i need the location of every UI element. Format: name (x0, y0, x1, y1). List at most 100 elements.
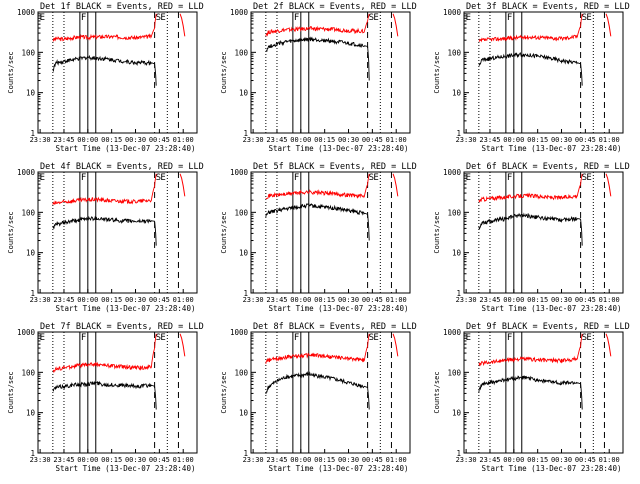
x-tick-label: 00:45 (575, 296, 596, 304)
x-tick-label: 01:00 (386, 136, 407, 144)
y-tick-label: 1000 (17, 168, 36, 177)
y-tick-label: 10 (239, 89, 249, 98)
x-tick-label: 01:00 (599, 136, 620, 144)
x-axis-label: Start Time (13-Dec-07 23:28:40) (269, 144, 409, 153)
y-tick-label: 1000 (443, 328, 462, 337)
y-tick-label: 100 (234, 368, 248, 377)
y-axis-label: Counts/sec (433, 371, 441, 413)
marker-letter: S (369, 333, 374, 343)
detector-panel-8: Det 8f BLACK = Events, RED = LLD 1 10 100 10… (213, 320, 426, 484)
y-tick-label: 1000 (230, 8, 249, 17)
y-tick-label: 10 (26, 249, 36, 258)
x-tick-label: 00:30 (338, 296, 359, 304)
marker-letter: E (373, 333, 378, 343)
series-line-lld-tail (179, 173, 186, 197)
chart-title: Det 1f BLACK = Events, RED = LLD (40, 2, 204, 12)
x-tick-label: 23:30 (456, 296, 477, 304)
x-tick-label: 23:30 (456, 456, 477, 464)
y-tick-label: 100 (21, 208, 35, 217)
y-tick-label: 1 (456, 449, 461, 458)
chart-svg: Det 1f BLACK = Events, RED = LLD 1 10 100 10… (7, 2, 204, 153)
y-tick-label: 1000 (17, 328, 36, 337)
x-axis-label: Start Time (13-Dec-07 23:28:40) (56, 304, 196, 313)
x-tick-label: 00:30 (125, 296, 146, 304)
marker-letter: E (586, 173, 591, 183)
chart-title: Det 7f BLACK = Events, RED = LLD (40, 322, 204, 332)
x-tick-label: 00:30 (125, 456, 146, 464)
marker-letter: F (507, 173, 512, 183)
series-line-lld (265, 333, 370, 364)
series-line-lld-tail (605, 13, 612, 37)
y-axis-label: Counts/sec (7, 51, 15, 93)
marker-letter: F (507, 333, 512, 343)
x-tick-label: 00:30 (338, 456, 359, 464)
marker-letter: E (40, 13, 45, 23)
x-tick-label: 00:45 (149, 136, 170, 144)
y-axis-label: Counts/sec (220, 371, 228, 413)
x-tick-label: 23:30 (243, 136, 264, 144)
series-line-lld-tail (392, 333, 399, 357)
x-tick-label: 00:15 (314, 136, 335, 144)
y-tick-label: 100 (21, 48, 35, 57)
marker-letter: S (582, 173, 587, 183)
series-line-lld-tail (605, 173, 612, 197)
marker-letter: E (40, 173, 45, 183)
series-line-lld (265, 13, 370, 37)
x-tick-label: 00:30 (551, 296, 572, 304)
y-tick-label: 10 (26, 409, 36, 418)
y-tick-label: 10 (239, 249, 249, 258)
y-tick-label: 10 (452, 409, 462, 418)
y-tick-label: 1000 (17, 8, 36, 17)
series-line-lld-tail (392, 13, 399, 37)
marker-letter: E (160, 13, 165, 23)
y-axis-label: Counts/sec (433, 211, 441, 253)
x-tick-label: 00:30 (338, 136, 359, 144)
x-tick-label: 00:15 (314, 296, 335, 304)
marker-letter: F (81, 333, 86, 343)
marker-letter: F (81, 13, 86, 23)
chart-svg: Det 2f BLACK = Events, RED = LLD 1 10 100 10… (220, 2, 417, 153)
series-line-lld-tail (179, 333, 186, 357)
chart-svg: Det 9f BLACK = Events, RED = LLD 1 10 100 10… (433, 322, 630, 473)
x-tick-label: 23:45 (479, 296, 500, 304)
detector-panel-4: Det 4f BLACK = Events, RED = LLD 1 10 100 10… (0, 160, 213, 324)
x-tick-label: 00:00 (503, 456, 524, 464)
x-tick-label: 00:45 (149, 456, 170, 464)
x-axis-label: Start Time (13-Dec-07 23:28:40) (482, 144, 622, 153)
y-tick-label: 1 (243, 289, 248, 298)
y-axis-label: Counts/sec (7, 371, 15, 413)
y-tick-label: 1 (456, 129, 461, 138)
y-axis-label: Counts/sec (220, 51, 228, 93)
y-tick-label: 1000 (443, 8, 462, 17)
axes-frame (463, 11, 624, 134)
x-tick-label: 00:00 (503, 296, 524, 304)
x-tick-label: 23:45 (53, 296, 74, 304)
series-line-events (265, 36, 370, 81)
x-tick-label: 23:30 (456, 136, 477, 144)
x-tick-label: 23:45 (53, 456, 74, 464)
x-tick-label: 23:45 (479, 456, 500, 464)
y-tick-label: 100 (234, 48, 248, 57)
y-tick-label: 100 (447, 368, 461, 377)
y-axis-label: Counts/sec (220, 211, 228, 253)
y-tick-label: 100 (447, 48, 461, 57)
series-line-events (52, 215, 157, 246)
series-line-lld (52, 333, 157, 374)
y-tick-label: 1 (30, 289, 35, 298)
axes-frame (37, 331, 198, 454)
series-line-lld (265, 173, 370, 200)
series-line-events (52, 54, 157, 86)
marker-letter: E (40, 333, 45, 343)
detector-panel-1: Det 1f BLACK = Events, RED = LLD 1 10 100 10… (0, 0, 213, 164)
chart-svg: Det 8f BLACK = Events, RED = LLD 1 10 100 10… (220, 322, 417, 473)
x-tick-label: 23:30 (30, 296, 51, 304)
x-tick-label: 00:30 (551, 456, 572, 464)
x-tick-label: 01:00 (386, 296, 407, 304)
x-tick-label: 23:30 (30, 136, 51, 144)
x-tick-label: 01:00 (599, 296, 620, 304)
marker-letter: S (156, 333, 161, 343)
marker-letter: F (81, 173, 86, 183)
x-tick-label: 00:00 (77, 456, 98, 464)
chart-title: Det 3f BLACK = Events, RED = LLD (466, 2, 630, 12)
x-tick-label: 23:45 (266, 136, 287, 144)
